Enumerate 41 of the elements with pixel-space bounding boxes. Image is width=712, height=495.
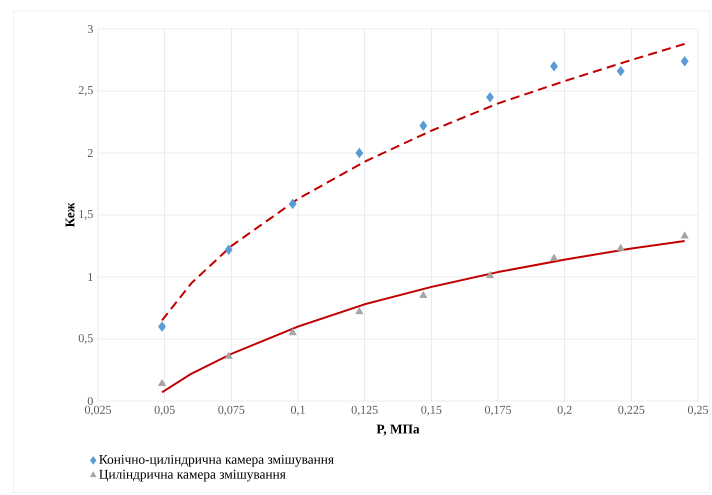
point — [550, 254, 558, 261]
y-tick-label: 0 — [88, 396, 93, 406]
point — [550, 61, 558, 72]
point — [224, 244, 233, 255]
point — [486, 271, 494, 278]
point — [158, 322, 166, 332]
point — [288, 198, 297, 209]
line-series — [161, 240, 686, 394]
legend-label: Конічно-циліндрична камера змішування — [99, 454, 334, 467]
point — [680, 232, 689, 238]
x-tick-label: 0,225 — [618, 406, 644, 416]
point — [355, 148, 364, 158]
line-series — [161, 42, 686, 322]
point — [158, 379, 166, 386]
point — [288, 328, 297, 336]
point — [486, 92, 494, 102]
x-tick-label: 0,25 — [688, 406, 708, 416]
point — [419, 120, 428, 131]
point — [224, 352, 233, 359]
x-tick-label: 0,025 — [84, 406, 112, 416]
x-tick-label: 0,175 — [484, 406, 512, 416]
y-tick-label: 3 — [88, 24, 93, 34]
x-tick-label: 0,15 — [421, 406, 442, 416]
point — [680, 56, 689, 66]
point — [616, 244, 625, 251]
x-tick-label: 0,05 — [154, 406, 175, 416]
x-axis-title: P, МПа — [376, 424, 420, 436]
y-tick-label: 0,5 — [78, 334, 93, 344]
x-tick-label: 0,075 — [218, 406, 244, 416]
y-tick-label: 2 — [88, 149, 93, 157]
x-tick-label: 0,125 — [352, 406, 378, 416]
x-tick-label: 0,1 — [290, 406, 305, 416]
y-tick-label: 1 — [88, 273, 93, 281]
x-tick-label: 0,2 — [558, 406, 572, 416]
y-tick-label: 2,5 — [78, 86, 93, 96]
point — [355, 307, 364, 314]
point — [616, 66, 625, 76]
legend-label: Циліндрична камера змішування — [99, 470, 286, 482]
y-axis-title: Кеж — [66, 202, 74, 228]
point — [419, 291, 428, 298]
y-tick-label: 1,5 — [79, 210, 93, 220]
